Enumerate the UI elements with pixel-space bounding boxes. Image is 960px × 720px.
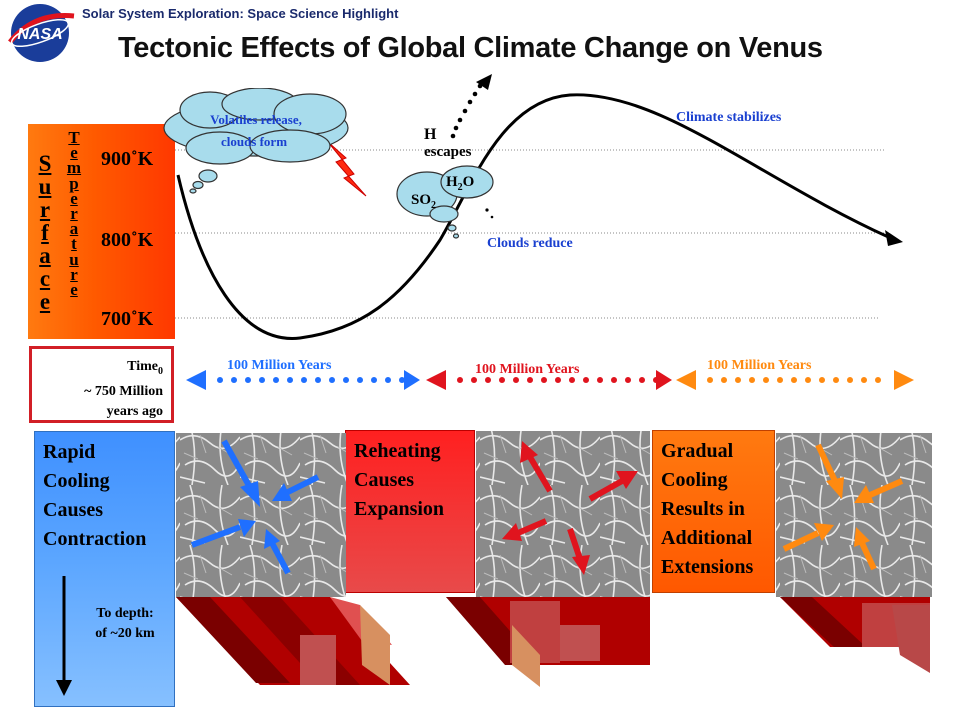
escape-arrowhead: [476, 74, 492, 90]
volatiles-cloud: Volatiles release, clouds form: [163, 88, 349, 194]
tick-800k: 800˚K: [101, 229, 154, 251]
timeline-segment-2: [426, 370, 672, 390]
expansion-arrows: [502, 441, 638, 575]
phase1-line4: Contraction: [43, 528, 147, 550]
tick-900k: 900˚K: [101, 148, 154, 170]
cloud-text-line1: Volatiles release,: [210, 112, 302, 127]
surface-image-1: [176, 433, 346, 597]
surface-letter: a: [39, 243, 51, 268]
temperature-letter: e: [70, 143, 78, 163]
phase1-line3: Causes: [43, 499, 104, 521]
gas-cloud: SO2 H2O: [396, 165, 494, 239]
nasa-logo: NASA: [8, 4, 75, 62]
phase1-line1: Rapid: [43, 441, 96, 463]
timeline-label-1: 100 Million Years: [227, 358, 332, 373]
depth-line2: of ~20 km: [95, 626, 155, 641]
surface-images: [176, 431, 932, 687]
surface-letter: c: [39, 266, 51, 291]
so2-sub: 2: [431, 200, 436, 211]
temperature-letter: e: [70, 280, 78, 300]
climate-stabilizes-label: Climate stabilizes: [676, 110, 782, 125]
nasa-logo-text: NASA: [17, 26, 62, 43]
phase3-line2: Cooling: [661, 469, 728, 491]
depth-arrow-icon: [56, 576, 72, 696]
time-origin-box: Time0 ~ 750 Million years ago: [29, 346, 174, 423]
phase3-line3: Results in: [661, 498, 745, 520]
h2o-label: H: [446, 174, 458, 190]
timeline-label-2: 100 Million Years: [475, 362, 580, 377]
phase3-line1: Gradual: [661, 440, 734, 462]
header-tag: Solar System Exploration: Space Science …: [82, 6, 399, 21]
timeline-label-3: 100 Million Years: [707, 358, 812, 373]
time-sub: 0: [158, 365, 163, 377]
hydrogen-escape-path: [450, 83, 483, 139]
temperature-curve-graph: [175, 74, 903, 340]
temperature-curve: [176, 93, 896, 340]
surface-letter: r: [39, 197, 51, 222]
svg-text:SO2: SO2: [411, 192, 436, 211]
temperature-letter: p: [69, 173, 79, 193]
svg-text:H2O: H2O: [446, 174, 474, 193]
temperature-letter: m: [66, 158, 82, 178]
timeline-segment-1: [186, 370, 420, 390]
phase2-line3: Expansion: [354, 498, 445, 520]
temperature-letter: t: [71, 234, 77, 254]
timeline-segment-3: [676, 370, 914, 390]
phase3-line5: Extensions: [661, 556, 754, 578]
temperature-letter: r: [70, 204, 78, 224]
contraction-arrows: [190, 439, 320, 575]
curve-arrowhead: [885, 230, 903, 246]
temperature-letter: T: [68, 128, 80, 147]
surface-letter: f: [41, 220, 49, 245]
surface-letter: u: [38, 174, 52, 199]
depth-line1: To depth:: [96, 606, 154, 621]
h2o-sub: 2: [458, 182, 463, 193]
temperature-letter: u: [69, 249, 79, 269]
extension-arrows: [782, 443, 904, 571]
escapes-label: escapes: [424, 144, 472, 160]
surface-letter: e: [39, 289, 51, 314]
surface-image-2: [476, 431, 650, 597]
h-label: H: [424, 126, 437, 143]
surface-image-3: [776, 433, 932, 597]
fault-blocks-2: [446, 597, 650, 687]
h2o-suffix: O: [463, 174, 475, 190]
phase2-line1: Reheating: [354, 440, 441, 462]
timeline-arrows: [186, 370, 914, 390]
temperature-letter: a: [69, 219, 79, 239]
phase2-line2: Causes: [354, 469, 415, 491]
fault-blocks-1: [176, 597, 410, 685]
temperature-letter: r: [70, 264, 78, 284]
temperature-letter: e: [70, 188, 78, 208]
cloud-text-line2: clouds form: [221, 134, 287, 149]
phase1-line2: Cooling: [43, 470, 110, 492]
time-line3: years ago: [106, 403, 163, 419]
time-line2: ~ 750 Million: [84, 383, 163, 399]
clouds-reduce-label: Clouds reduce: [487, 236, 573, 251]
lightning-icon: [327, 141, 367, 197]
surface-letter: S: [38, 151, 52, 176]
phase1-contraction-box: Rapid Cooling Causes Contraction: [34, 431, 175, 707]
phase2-expansion-box: Reheating Causes Expansion: [345, 430, 475, 593]
depth-label: To depth: of ~20 km: [80, 604, 170, 644]
tick-700k: 700˚K: [101, 308, 154, 330]
phase3-line4: Additional: [661, 527, 753, 549]
time-label: Time: [127, 359, 158, 374]
so2-label: SO: [411, 192, 431, 208]
page-title: Tectonic Effects of Global Climate Chang…: [118, 32, 823, 64]
fault-blocks-3: [780, 597, 930, 673]
phase3-extension-box: Gradual Cooling Results in Additional Ex…: [652, 430, 775, 593]
